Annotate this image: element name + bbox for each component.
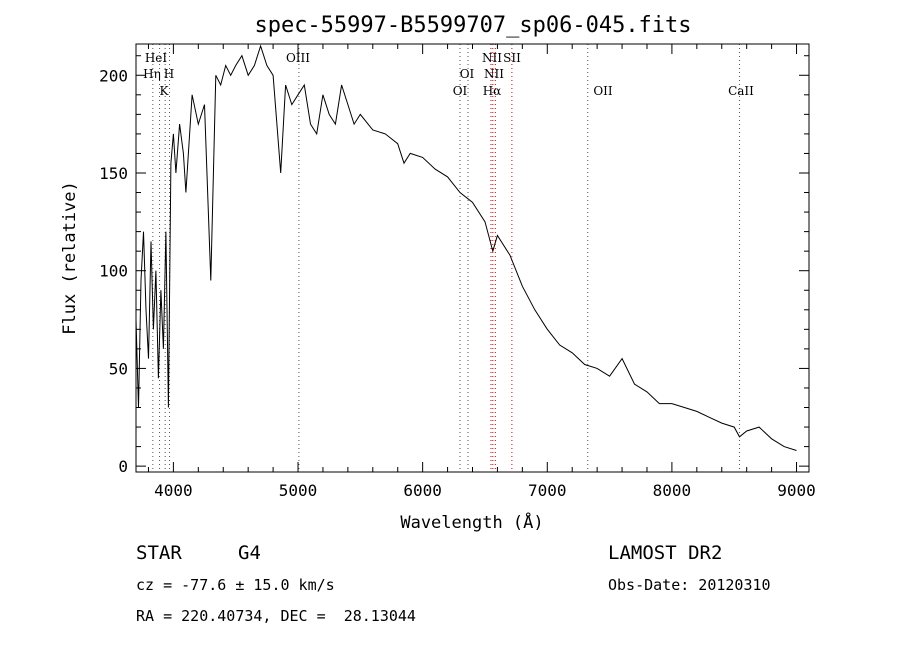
object-class: STAR (136, 542, 182, 564)
x-tick-label: 4000 (154, 481, 193, 500)
line-markers (152, 44, 740, 472)
x-axis-ticks: 4000 5000 6000 7000 8000 9000 (147, 44, 816, 500)
spectral-line-label: OIII (286, 51, 310, 65)
x-tick-label: 6000 (403, 481, 442, 500)
y-tick-label: 100 (99, 262, 128, 281)
spectral-line-label: OII (593, 84, 613, 98)
x-tick-label: 8000 (653, 481, 692, 500)
redshift-line: cz = -77.6 ± 15.0 km/s (136, 576, 335, 594)
line-labels: HeI Hη HK OIII OI OI NII NII Hα SII OII CaII (143, 51, 754, 98)
spectral-line-label: K (160, 84, 170, 98)
x-tick-label: 7000 (528, 481, 567, 500)
y-tick-label: 150 (99, 164, 128, 183)
spectral-line-label: Hα (483, 84, 502, 98)
y-tick-label: 50 (109, 359, 128, 378)
spectral-line-label: NII (482, 51, 502, 65)
spectral-line-label: OI (453, 84, 468, 98)
spectrum-line (135, 44, 797, 451)
y-tick-label: 200 (99, 66, 128, 85)
spectral-line-label: NII (484, 67, 504, 81)
spectral-line-label: OI (460, 67, 475, 81)
spectral-line-label: CaII (728, 84, 754, 98)
x-tick-label: 5000 (279, 481, 318, 500)
coordinates: RA = 220.40734, DEC = 28.13044 (136, 607, 416, 625)
x-axis-label: Wavelength (Å) (400, 511, 543, 533)
y-tick-label: 0 (118, 457, 128, 476)
spectral-line-label: SII (503, 51, 521, 65)
x-tick-label: 9000 (777, 481, 816, 500)
plot-frame (135, 43, 810, 473)
object-subclass: G4 (238, 542, 261, 564)
chart-title: spec-55997-B5599707_sp06-045.fits (254, 13, 691, 38)
survey-name: LAMOST DR2 (608, 542, 722, 564)
y-axis-ticks: 0 50 100 150 200 (99, 55, 809, 476)
y-axis-label: Flux (relative) (60, 181, 80, 335)
obs-date: Obs-Date: 20120310 (608, 576, 771, 594)
spectral-line-label: H (164, 67, 174, 81)
spectral-line-label: HeI (145, 51, 168, 65)
spectral-line-label: Hη (143, 67, 161, 81)
